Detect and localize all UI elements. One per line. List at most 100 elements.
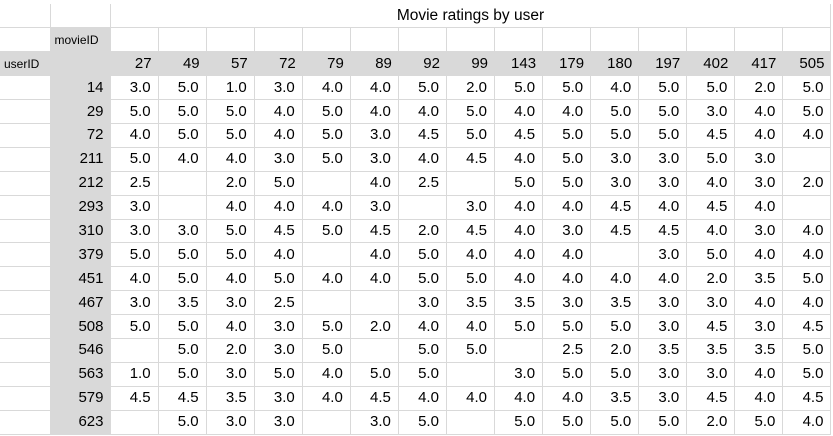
rating-cell[interactable]: 4.5 [590, 218, 640, 244]
rating-cell[interactable]: 3.0 [253, 75, 303, 101]
rating-cell[interactable]: 4.0 [301, 266, 351, 292]
rating-cell[interactable]: 2.0 [349, 314, 399, 339]
cell-blank[interactable] [445, 27, 496, 53]
rating-cell[interactable]: 4.0 [301, 385, 351, 411]
cell-blank[interactable] [0, 75, 51, 101]
cell-blank[interactable] [0, 27, 51, 53]
rating-cell[interactable]: 3.0 [638, 361, 688, 387]
rating-cell[interactable]: 5.0 [253, 361, 303, 387]
rating-cell[interactable]: 4.0 [542, 385, 592, 411]
rating-cell[interactable]: 4.0 [445, 242, 496, 268]
cell-blank[interactable] [0, 146, 51, 172]
rating-cell[interactable]: 5.0 [157, 242, 207, 268]
rating-cell[interactable]: 4.5 [782, 385, 832, 411]
rating-cell[interactable]: 4.0 [349, 99, 399, 124]
movie-id-header[interactable]: 72 [253, 51, 303, 77]
rating-cell[interactable]: 5.0 [493, 314, 544, 339]
rating-cell[interactable]: 3.0 [590, 146, 640, 172]
rating-cell[interactable] [590, 242, 640, 268]
rating-cell[interactable] [349, 337, 399, 363]
rating-cell[interactable]: 5.0 [301, 337, 351, 363]
rating-cell[interactable]: 3.0 [157, 218, 207, 244]
rating-cell[interactable]: 3.0 [205, 290, 255, 316]
rating-cell[interactable]: 3.0 [734, 170, 784, 196]
rating-cell[interactable]: 5.0 [590, 314, 640, 339]
rating-cell[interactable] [157, 170, 207, 196]
user-id-cell[interactable]: 212 [49, 170, 111, 196]
rating-cell[interactable]: 2.5 [397, 170, 447, 196]
rating-cell[interactable]: 5.0 [109, 99, 159, 124]
rating-cell[interactable]: 5.0 [542, 361, 592, 387]
rating-cell[interactable]: 4.0 [205, 266, 255, 292]
rating-cell[interactable]: 3.0 [205, 409, 255, 435]
cell-blank[interactable] [0, 194, 51, 220]
movie-id-header[interactable]: 49 [157, 51, 207, 77]
movie-id-label[interactable]: movieID [49, 27, 111, 53]
cell-blank[interactable] [0, 122, 51, 148]
rating-cell[interactable]: 4.5 [590, 194, 640, 220]
cell-blank[interactable] [0, 242, 51, 268]
rating-cell[interactable]: 3.0 [253, 409, 303, 435]
movie-id-header[interactable]: 27 [109, 51, 159, 77]
rating-cell[interactable]: 3.0 [638, 146, 688, 172]
rating-cell[interactable]: 3.5 [686, 337, 736, 363]
rating-cell[interactable]: 5.0 [734, 409, 784, 435]
rating-cell[interactable]: 2.0 [686, 409, 736, 435]
rating-cell[interactable]: 4.0 [493, 218, 544, 244]
rating-cell[interactable]: 5.0 [205, 242, 255, 268]
rating-cell[interactable] [301, 290, 351, 316]
rating-cell[interactable]: 4.0 [734, 385, 784, 411]
rating-cell[interactable]: 5.0 [109, 242, 159, 268]
rating-cell[interactable]: 4.0 [349, 242, 399, 268]
cell-blank[interactable] [0, 218, 51, 244]
rating-cell[interactable]: 5.0 [301, 314, 351, 339]
rating-cell[interactable]: 3.0 [109, 218, 159, 244]
cell-blank[interactable] [542, 27, 592, 53]
rating-cell[interactable]: 4.0 [157, 146, 207, 172]
rating-cell[interactable]: 4.0 [638, 194, 688, 220]
rating-cell[interactable]: 4.0 [734, 122, 784, 148]
rating-cell[interactable]: 3.0 [493, 361, 544, 387]
user-id-cell[interactable]: 563 [49, 361, 111, 387]
rating-cell[interactable]: 2.0 [445, 75, 496, 101]
rating-cell[interactable]: 5.0 [782, 266, 832, 292]
rating-cell[interactable]: 4.0 [590, 266, 640, 292]
rating-cell[interactable]: 3.5 [445, 290, 496, 316]
rating-cell[interactable] [493, 337, 544, 363]
cell-blank[interactable] [253, 27, 303, 53]
rating-cell[interactable]: 2.0 [397, 218, 447, 244]
movie-id-header[interactable]: 180 [590, 51, 640, 77]
rating-cell[interactable]: 3.0 [686, 361, 736, 387]
rating-cell[interactable]: 4.0 [301, 361, 351, 387]
movie-id-header[interactable]: 92 [397, 51, 447, 77]
rating-cell[interactable]: 3.0 [109, 290, 159, 316]
user-id-cell[interactable]: 451 [49, 266, 111, 292]
cell-blank[interactable] [0, 361, 51, 387]
user-id-cell[interactable]: 579 [49, 385, 111, 411]
rating-cell[interactable]: 4.0 [542, 242, 592, 268]
rating-cell[interactable]: 4.5 [445, 146, 496, 172]
rating-cell[interactable]: 3.0 [205, 361, 255, 387]
rating-cell[interactable]: 5.0 [301, 146, 351, 172]
rating-cell[interactable]: 4.5 [638, 218, 688, 244]
rating-cell[interactable]: 5.0 [493, 409, 544, 435]
rating-cell[interactable]: 4.0 [734, 290, 784, 316]
rating-cell[interactable]: 3.0 [638, 170, 688, 196]
rating-cell[interactable]: 3.0 [638, 314, 688, 339]
cell-blank[interactable] [0, 170, 51, 196]
rating-cell[interactable]: 4.0 [734, 194, 784, 220]
cell-blank[interactable] [157, 27, 207, 53]
rating-cell[interactable]: 4.0 [397, 99, 447, 124]
rating-cell[interactable]: 5.0 [157, 409, 207, 435]
user-id-cell[interactable]: 467 [49, 290, 111, 316]
rating-cell[interactable]: 5.0 [301, 122, 351, 148]
rating-cell[interactable]: 4.0 [493, 146, 544, 172]
rating-cell[interactable]: 3.5 [734, 266, 784, 292]
rating-cell[interactable]: 3.0 [686, 290, 736, 316]
movie-id-header[interactable]: 417 [734, 51, 784, 77]
rating-cell[interactable]: 5.0 [542, 170, 592, 196]
rating-cell[interactable]: 5.0 [397, 75, 447, 101]
rating-cell[interactable]: 5.0 [590, 409, 640, 435]
rating-cell[interactable]: 5.0 [590, 122, 640, 148]
rating-cell[interactable]: 4.0 [349, 266, 399, 292]
